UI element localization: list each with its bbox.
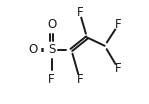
- Circle shape: [29, 46, 37, 54]
- Text: F: F: [115, 62, 121, 75]
- Text: F: F: [115, 18, 121, 31]
- Circle shape: [114, 65, 122, 73]
- Text: O: O: [47, 18, 56, 31]
- Circle shape: [114, 21, 122, 29]
- Text: F: F: [48, 73, 55, 85]
- Circle shape: [47, 45, 57, 55]
- Circle shape: [48, 21, 56, 29]
- Text: S: S: [48, 43, 55, 56]
- Text: O: O: [28, 43, 38, 56]
- Text: F: F: [76, 6, 83, 19]
- Circle shape: [76, 75, 84, 83]
- Text: F: F: [76, 73, 83, 85]
- Circle shape: [76, 9, 84, 16]
- Circle shape: [48, 75, 56, 83]
